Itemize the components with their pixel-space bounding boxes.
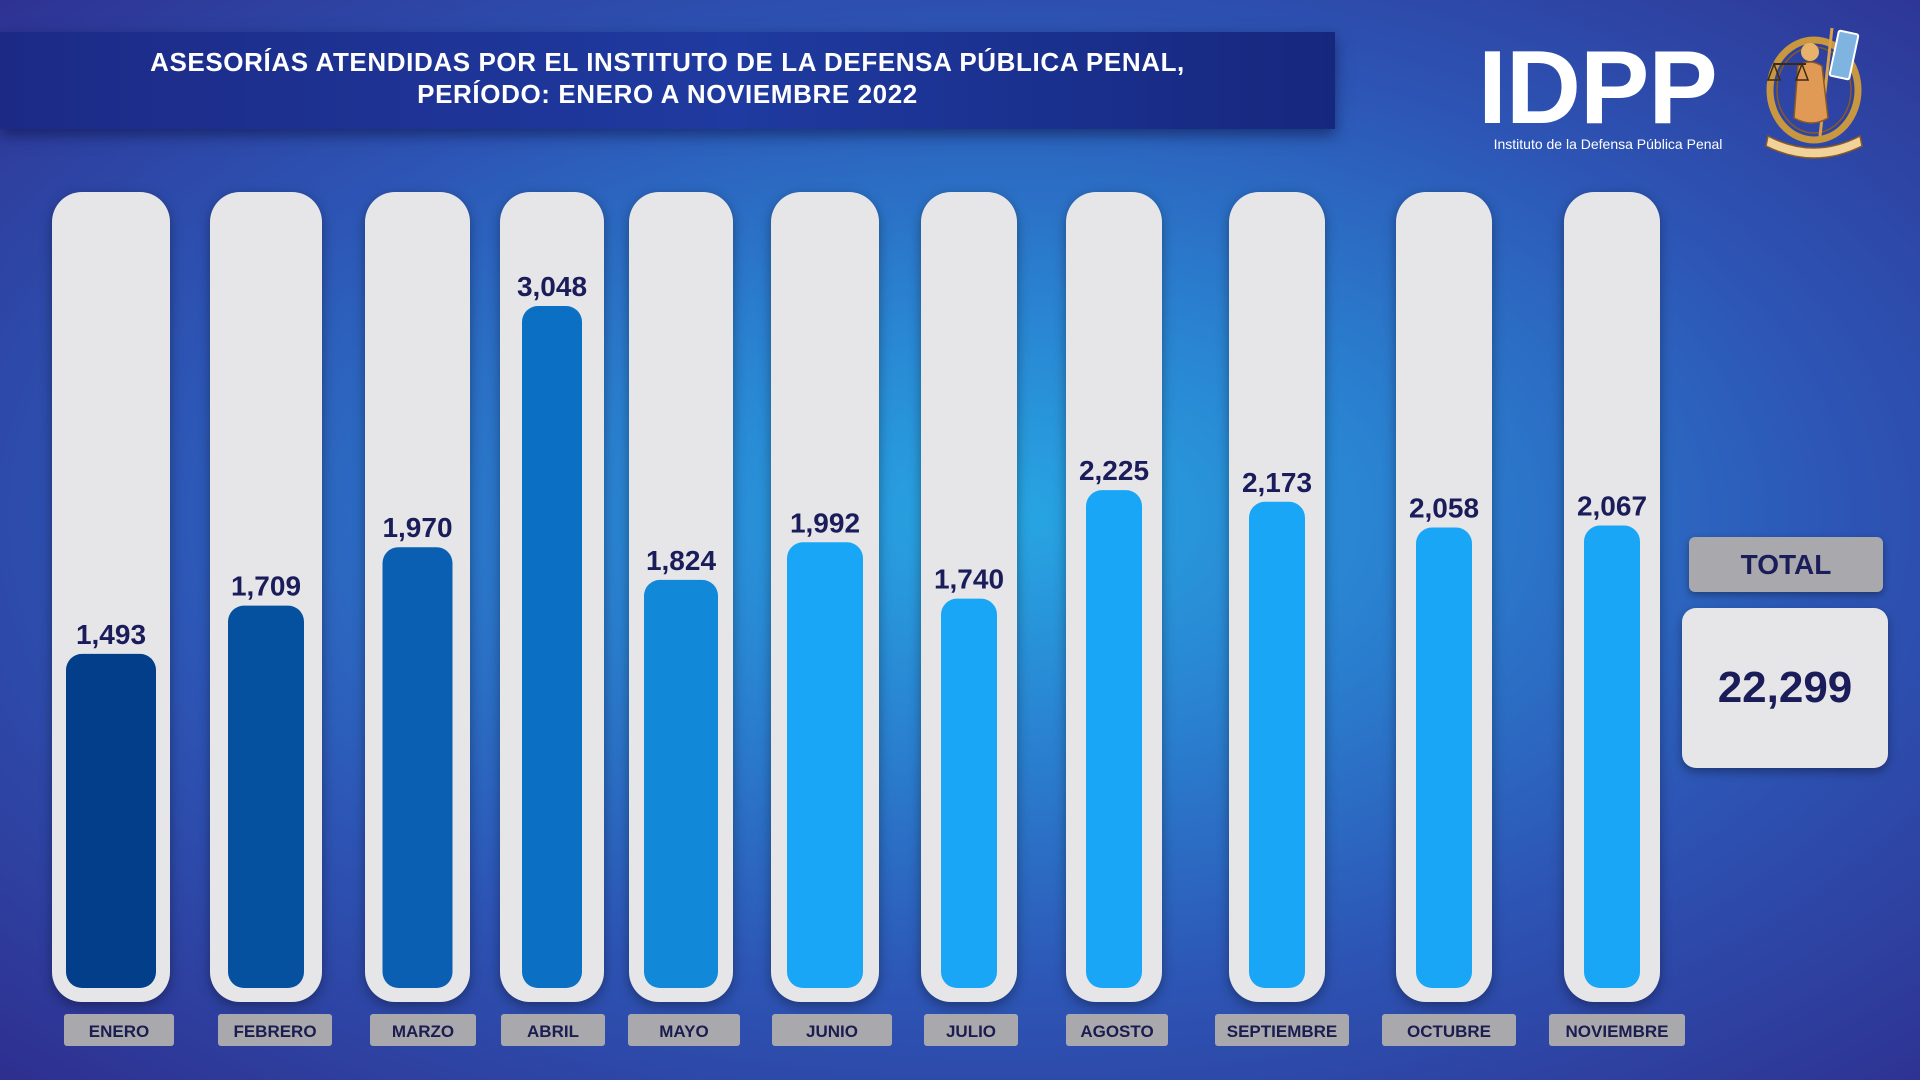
value-label: 1,493 (76, 619, 146, 650)
bar-noviembre (1584, 525, 1640, 988)
bar-julio (941, 598, 997, 988)
bar-enero (66, 653, 156, 988)
bar-junio (787, 542, 863, 988)
value-label: 1,709 (231, 571, 301, 602)
month-label: ABRIL (527, 1022, 579, 1041)
bar-mayo (644, 579, 718, 988)
month-label-box (772, 1014, 892, 1046)
chart-title-line-1: ASESORÍAS ATENDIDAS POR EL INSTITUTO DE … (150, 47, 1185, 77)
month-label-box (64, 1014, 174, 1046)
bar-octubre (1416, 527, 1472, 988)
month-labels: ENERO FEBRERO MARZO ABRIL MAYO JUNIO JULIO AGOS… (64, 1014, 1685, 1046)
month-label: AGOSTO (1080, 1022, 1153, 1041)
value-label: 2,225 (1079, 455, 1149, 486)
value-label: 2,067 (1577, 491, 1647, 522)
value-label: 1,992 (790, 507, 860, 538)
total-label-box: TOTAL (1689, 537, 1883, 592)
bar-febrero (228, 605, 304, 988)
value-label: 3,048 (517, 271, 587, 302)
value-label: 2,173 (1242, 467, 1312, 498)
month-label: FEBRERO (233, 1022, 316, 1041)
month-label: MARZO (392, 1022, 454, 1041)
title-banner: ASESORÍAS ATENDIDAS POR EL INSTITUTO DE … (0, 32, 1335, 129)
month-label-box (1549, 1014, 1685, 1046)
value-labels: 1,493 1,709 1,970 3,048 1,824 1,992 1,740 2,225… (76, 271, 1647, 650)
month-label-box (1066, 1014, 1168, 1046)
chart-title-line-2: PERÍODO: ENERO A NOVIEMBRE 2022 (417, 79, 918, 109)
month-label: MAYO (659, 1022, 708, 1041)
month-label-box (501, 1014, 605, 1046)
value-label: 1,970 (382, 512, 452, 543)
month-label: SEPTIEMBRE (1227, 1022, 1338, 1041)
month-label-box (1215, 1014, 1349, 1046)
justice-seal-icon (1765, 27, 1863, 159)
total-label: TOTAL (1740, 549, 1832, 580)
month-label-box (218, 1014, 332, 1046)
bar-septiembre (1249, 501, 1305, 988)
total-value-box: 22,299 (1682, 608, 1888, 768)
month-label: ENERO (89, 1022, 149, 1041)
bar-abril (522, 306, 582, 988)
month-label-box (370, 1014, 476, 1046)
month-label: JULIO (946, 1022, 996, 1041)
value-label: 1,740 (934, 564, 1004, 595)
logo-subtitle: Instituto de la Defensa Pública Penal (1493, 136, 1723, 152)
month-label: JUNIO (806, 1022, 858, 1041)
month-label-box (924, 1014, 1018, 1046)
month-label-box (628, 1014, 740, 1046)
total-value: 22,299 (1717, 663, 1853, 712)
bar-marzo (382, 547, 453, 988)
month-label-box (1382, 1014, 1516, 1046)
month-label: NOVIEMBRE (1566, 1022, 1669, 1041)
month-label: OCTUBRE (1407, 1022, 1491, 1041)
idpp-logo-text: IDPP (1478, 30, 1718, 146)
value-label: 1,824 (646, 545, 716, 576)
value-label: 2,058 (1409, 493, 1479, 524)
bar-agosto (1086, 490, 1142, 988)
bars (66, 306, 1640, 988)
